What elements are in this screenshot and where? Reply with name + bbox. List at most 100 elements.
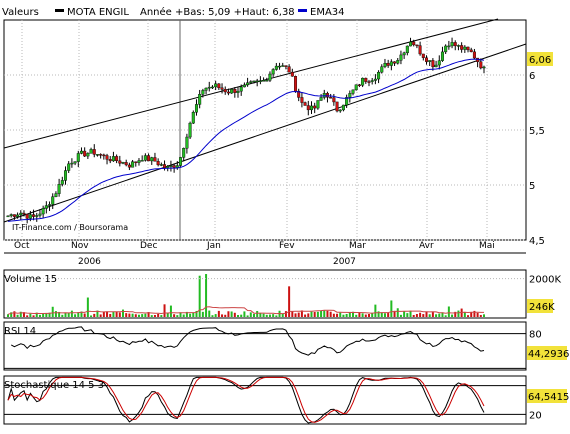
candle <box>38 213 42 216</box>
candle <box>345 97 349 106</box>
volume-bar <box>246 315 249 317</box>
volume-bar <box>265 314 268 317</box>
candle <box>57 183 61 194</box>
candle <box>265 80 269 82</box>
volume-bar <box>64 312 67 317</box>
candle <box>86 153 90 157</box>
volume-bar <box>406 313 409 317</box>
volume-bar <box>83 313 86 317</box>
price-tick-label: 5 <box>529 181 535 192</box>
volume-bar <box>122 309 125 317</box>
candle <box>415 44 419 47</box>
candle <box>402 52 406 56</box>
candle <box>108 159 112 162</box>
stochastic-d-line <box>7 376 485 423</box>
volume-bar <box>259 312 262 317</box>
candle <box>159 164 163 166</box>
volume-bar <box>415 314 418 317</box>
volume-bar <box>431 312 434 317</box>
volume-bar <box>10 312 13 317</box>
volume-bar <box>457 310 460 317</box>
volume-bar <box>99 314 102 317</box>
month-label: Dec <box>140 241 157 251</box>
volume-bar <box>109 313 112 317</box>
candle <box>19 212 23 216</box>
volume-bar <box>147 312 150 317</box>
candle <box>367 81 371 83</box>
candle <box>444 45 448 53</box>
volume-bar <box>80 311 83 317</box>
candle <box>262 80 266 82</box>
volume-bar <box>393 310 396 317</box>
volume-bar <box>463 311 466 317</box>
volume-bar <box>390 300 393 317</box>
volume-bar <box>329 311 332 317</box>
volume-bar <box>345 313 348 317</box>
volume-bar <box>214 314 217 317</box>
volume-bar <box>131 313 134 317</box>
candle <box>44 205 48 209</box>
volume-bar <box>326 310 329 317</box>
ema34-line <box>7 58 485 222</box>
candle <box>287 66 291 73</box>
volume-bar <box>128 313 131 317</box>
volume-bar <box>304 314 307 317</box>
candle <box>440 51 444 61</box>
candle <box>16 214 20 217</box>
volume-tick-label: 2000K <box>529 275 561 286</box>
candle <box>281 65 285 67</box>
candle <box>303 102 307 106</box>
volume-bar <box>361 313 364 317</box>
volume-bar <box>422 314 425 317</box>
volume-bar <box>67 312 70 317</box>
candle <box>204 87 208 91</box>
volume-bar <box>192 312 195 317</box>
candle <box>258 80 262 82</box>
candle <box>76 153 80 162</box>
volume-bar <box>227 311 230 317</box>
candle <box>239 86 243 92</box>
candle <box>124 162 128 166</box>
candle <box>79 150 83 154</box>
month-label: Fev <box>279 241 295 251</box>
volume-bar <box>396 308 399 317</box>
candle <box>102 154 106 157</box>
candle <box>424 57 428 62</box>
candle <box>70 162 74 165</box>
candle <box>172 165 176 168</box>
candle <box>51 196 55 205</box>
candle <box>140 160 144 162</box>
volume-bar <box>115 311 118 317</box>
instrument-swatch <box>55 9 64 12</box>
stochastic-title: Stochastique 14 5 3 <box>4 380 104 391</box>
candle <box>412 41 416 46</box>
candle <box>456 45 460 47</box>
volume-bar <box>294 313 297 317</box>
candle <box>428 60 432 62</box>
month-label: Mar <box>349 241 366 251</box>
candle <box>354 84 358 91</box>
volume-bar <box>409 310 412 317</box>
volume-bar <box>291 311 294 317</box>
volume-bar <box>233 312 236 317</box>
candle <box>472 51 476 59</box>
candle <box>341 104 345 111</box>
candle <box>201 90 205 95</box>
candle <box>73 161 77 164</box>
candle <box>41 208 45 215</box>
candle <box>255 80 259 82</box>
volume-bar <box>163 304 166 317</box>
instrument-label: Valeurs <box>2 7 39 18</box>
price-tick-label: 4,5 <box>529 236 545 247</box>
candle <box>95 154 99 156</box>
volume-bar <box>476 312 479 317</box>
volume-bar <box>144 313 147 317</box>
volume-bar <box>281 313 284 317</box>
candle <box>268 73 272 81</box>
candle <box>399 54 403 61</box>
volume-bar <box>7 314 9 317</box>
volume-bar <box>74 314 77 317</box>
volume-bar <box>438 313 441 317</box>
candle <box>134 161 138 163</box>
candle <box>373 78 377 81</box>
